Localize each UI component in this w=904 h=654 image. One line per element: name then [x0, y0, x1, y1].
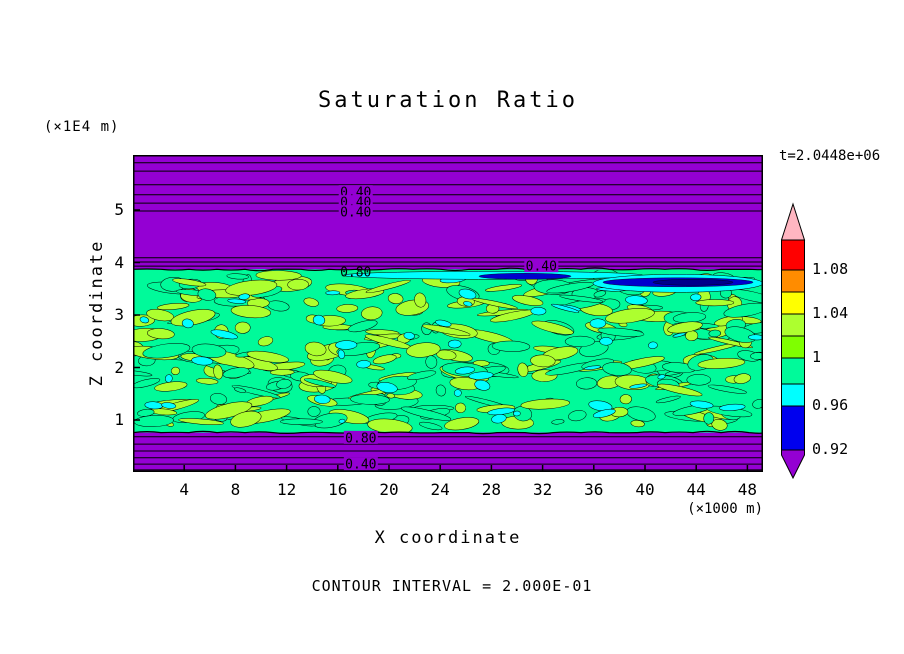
x-axis-unit-label: (×1000 m) — [687, 501, 763, 517]
svg-text:0.80: 0.80 — [345, 431, 376, 446]
x-tick-label: 24 — [430, 480, 450, 499]
svg-text:0.40: 0.40 — [526, 260, 557, 275]
contour-interval-note: CONTOUR INTERVAL = 2.000E-01 — [311, 577, 593, 595]
x-tick-label: 36 — [584, 480, 604, 499]
y-tick-label: 2 — [114, 357, 124, 377]
colorbar-tick-label: 0.96 — [812, 396, 849, 414]
svg-text:0.40: 0.40 — [345, 458, 376, 472]
x-axis-title: X coordinate — [374, 528, 522, 548]
colorbar-tick-label: 1.08 — [812, 260, 849, 278]
y-tick-label: 5 — [114, 200, 124, 219]
x-tick-label: 12 — [276, 480, 297, 499]
y-tick-label: 3 — [114, 305, 124, 324]
x-tick-label: 28 — [481, 480, 502, 499]
time-annotation: t=2.0448e+06 — [779, 148, 881, 164]
x-tick-label: 40 — [635, 480, 655, 499]
colorbar-tick-label: 1.04 — [812, 304, 849, 322]
svg-text:0.80: 0.80 — [340, 266, 371, 281]
colorbar-tick-label: 0.92 — [812, 440, 849, 458]
colorbar — [781, 202, 806, 480]
x-tick-label: 16 — [328, 480, 348, 499]
contour-plot: 0.400.400.400.80 0.400.800.40 — [133, 155, 763, 472]
x-tick-label: 44 — [686, 480, 706, 499]
y-tick-label: 1 — [114, 410, 124, 429]
x-tick-label: 20 — [379, 480, 399, 499]
chart-title: Saturation Ratio — [318, 88, 578, 113]
y-tick-label: 4 — [114, 252, 124, 272]
svg-text:0.40: 0.40 — [340, 206, 371, 221]
x-tick-label: 4 — [179, 480, 189, 499]
x-tick-label: 32 — [532, 480, 553, 499]
colorbar-tick-label: 1 — [812, 348, 822, 366]
x-tick-label: 48 — [737, 480, 758, 499]
y-axis-unit-label: (×1E4 m) — [44, 119, 120, 135]
x-tick-label: 8 — [230, 480, 241, 499]
